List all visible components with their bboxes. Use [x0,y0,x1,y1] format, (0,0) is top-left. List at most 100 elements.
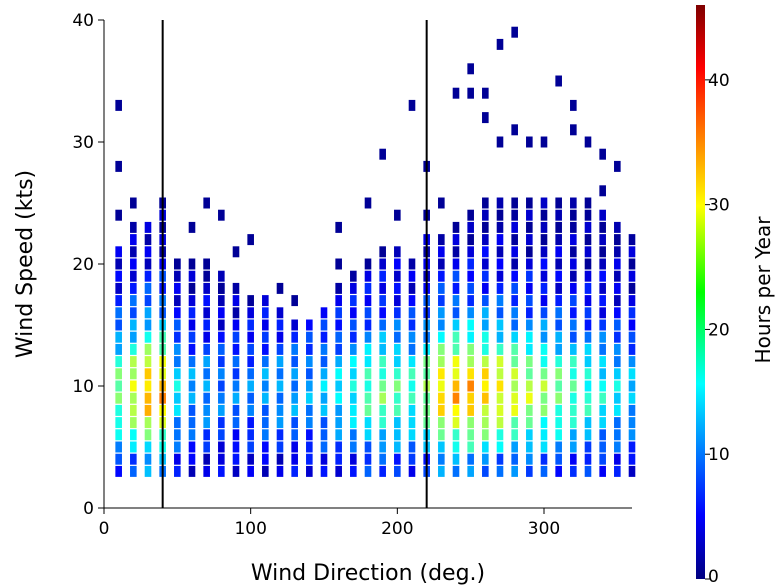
heatmap-cell [496,258,504,270]
heatmap-cell [628,246,636,258]
heatmap-cell [555,331,562,343]
heatmap-cell-sparse [467,63,474,75]
heatmap-cell [218,343,225,355]
heatmap-cell [203,429,210,441]
heatmap-cell [614,404,621,416]
heatmap-cell-sparse [394,209,401,221]
heatmap-cell [408,368,416,380]
heatmap-cell [584,404,592,416]
heatmap-cell [144,465,152,477]
heatmap-cell [570,307,577,319]
heatmap-cell [320,356,328,368]
heatmap-cell [438,343,445,355]
heatmap-cell [350,319,357,331]
heatmap-cell [320,319,328,331]
heatmap-cell [408,453,416,465]
heatmap-cell [320,453,328,465]
heatmap-cell [540,465,548,477]
heatmap-cell-sparse [188,221,196,233]
heatmap-cell [262,319,269,331]
heatmap-cell-sparse [115,209,122,221]
heatmap-cell [408,295,416,307]
heatmap-cell [482,295,489,307]
heatmap-cell [614,331,621,343]
heatmap-cell [364,453,372,465]
heatmap-cell [511,331,518,343]
heatmap-cell [144,429,152,441]
heatmap-cell [452,368,460,380]
heatmap-cell [599,465,606,477]
colorbar-tick-label: 10 [708,445,730,465]
x-tick-label: 200 [381,519,413,539]
heatmap-cell [570,380,577,392]
heatmap-cell [247,380,254,392]
heatmap-cell [452,295,460,307]
heatmap-cell [394,404,401,416]
heatmap-cell-sparse [570,99,577,111]
heatmap-cell [467,404,474,416]
colorbar-tick-label: 0 [708,567,719,587]
heatmap-cell [467,209,474,221]
heatmap-cell [496,221,504,233]
heatmap-cell-sparse [482,112,489,124]
heatmap-cell [291,453,298,465]
heatmap-cell [496,380,504,392]
heatmap-cell [467,465,474,477]
heatmap-cell [174,392,181,404]
heatmap-cell [115,282,122,294]
colorbar-label: Hours per Year [751,216,775,364]
heatmap-cell [144,234,152,246]
heatmap-cell [203,368,210,380]
heatmap-cell [438,356,445,368]
heatmap-cell [350,270,357,282]
heatmap-cell [511,465,518,477]
heatmap-cell [540,343,548,355]
heatmap-cell [291,441,298,453]
heatmap-cell [482,465,489,477]
heatmap-cell [408,319,416,331]
heatmap-cell [599,221,606,233]
heatmap-cell [526,343,533,355]
heatmap-cell [614,429,621,441]
heatmap-cell [482,368,489,380]
heatmap-cell [144,441,152,453]
heatmap-cell [496,417,504,429]
heatmap-cell [306,453,313,465]
heatmap-cell [291,343,298,355]
heatmap-cell [570,295,577,307]
heatmap-cell [614,465,621,477]
heatmap-cell [350,404,357,416]
heatmap-cell [452,453,460,465]
heatmap-cell [555,417,562,429]
heatmap-cell [584,270,592,282]
heatmap-cell [394,380,401,392]
heatmap-cell [262,356,269,368]
heatmap-cell [584,307,592,319]
heatmap-cell [144,295,152,307]
heatmap-cell [628,356,636,368]
x-tick-label: 300 [528,519,560,539]
heatmap-cell-sparse [335,221,342,233]
heatmap-cell [540,319,548,331]
heatmap-cell-sparse [599,185,606,197]
heatmap-cell [350,307,357,319]
heatmap-cell [555,429,562,441]
heatmap-cell [408,441,416,453]
heatmap-cell [584,209,592,221]
heatmap-cell [115,295,122,307]
heatmap-cell-sparse [247,234,254,246]
heatmap-cell [408,307,416,319]
colorbar-gradient [696,5,705,579]
heatmap-cell [452,417,460,429]
heatmap-cell [232,356,240,368]
heatmap-cell [335,307,342,319]
direction-sector-lines [161,20,428,508]
heatmap-cell [232,295,240,307]
heatmap-cell [496,209,504,221]
heatmap-cell [394,295,401,307]
heatmap-cell [144,221,152,233]
heatmap-cell [438,246,445,258]
heatmap-cell [540,429,548,441]
heatmap-cell [174,356,181,368]
heatmap-cell [555,197,562,209]
